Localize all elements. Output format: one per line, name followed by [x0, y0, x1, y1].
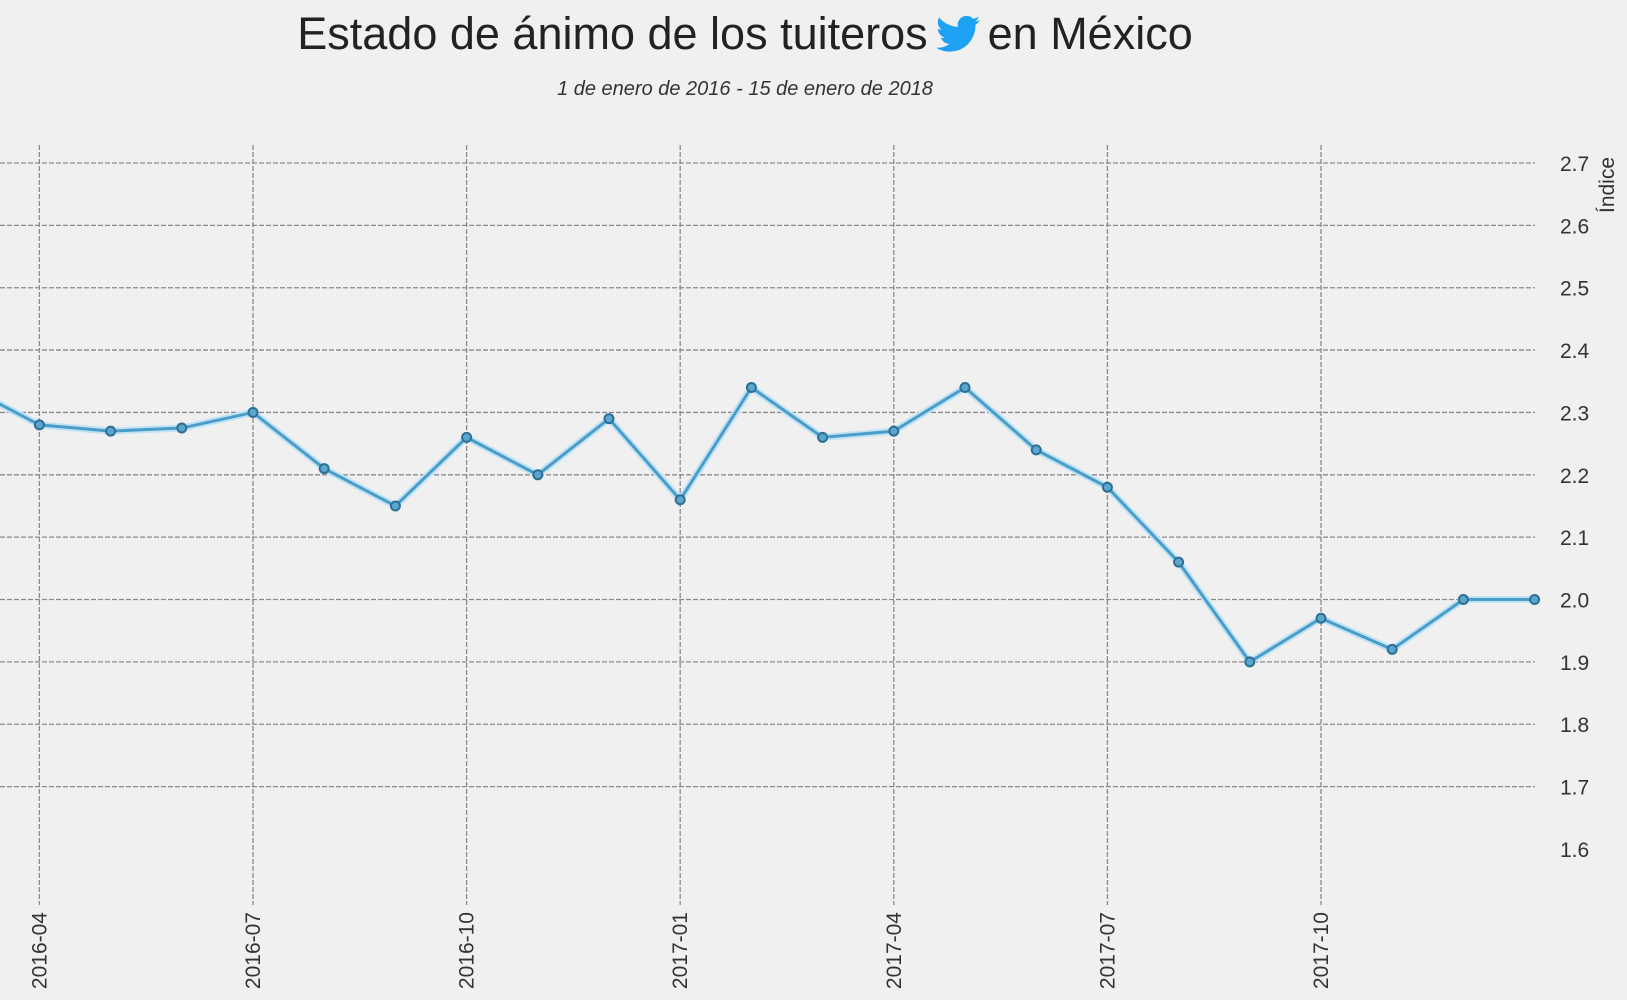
- data-point: [745, 381, 757, 393]
- x-tick-label: 2017-07: [1096, 912, 1119, 989]
- data-point: [959, 381, 971, 393]
- y-axis-label: Índice: [1596, 157, 1619, 213]
- data-point: [1173, 556, 1185, 568]
- data-point: [389, 500, 401, 512]
- data-point: [461, 431, 473, 443]
- y-tick-label: 1.6: [1560, 839, 1589, 862]
- data-point: [247, 406, 259, 418]
- data-point: [318, 463, 330, 475]
- y-tick-label: 2.7: [1560, 153, 1589, 176]
- title-text-2: en México: [987, 8, 1193, 59]
- y-axis: 1.6 1.7 1.8 1.9 2.0 2.1 2.2 2.3 2.4 2.5 2.6 2.7: [1560, 153, 1590, 862]
- title-text-1: Estado de ánimo de los tuiteros: [297, 8, 928, 59]
- grid: [0, 145, 1535, 905]
- y-tick-label: 1.7: [1560, 777, 1589, 800]
- data-point: [817, 431, 829, 443]
- y-tick-label: 1.9: [1560, 652, 1589, 675]
- data-point: [1101, 481, 1113, 493]
- series-line: [0, 381, 1541, 668]
- data-point: [1457, 594, 1469, 606]
- x-tick-label: 2016-04: [28, 912, 51, 989]
- x-axis: 2016-04 2016-07 2016-10 2017-01 2017-04 2017-…: [28, 912, 1333, 989]
- x-tick-label: 2016-07: [242, 912, 265, 989]
- data-point: [603, 413, 615, 425]
- x-tick-label: 2016-10: [456, 912, 479, 989]
- x-tick-label: 2017-04: [883, 912, 906, 989]
- data-point: [176, 422, 188, 434]
- data-point: [105, 425, 117, 437]
- y-tick-label: 2.4: [1560, 340, 1590, 363]
- x-tick-label: 2017-10: [1310, 912, 1333, 989]
- series-glow: [0, 382, 1535, 667]
- y-tick-label: 2.0: [1560, 590, 1589, 613]
- data-point: [888, 425, 900, 437]
- data-point: [1529, 594, 1541, 606]
- y-tick-label: 2.6: [1560, 215, 1589, 238]
- y-tick-label: 2.3: [1560, 402, 1589, 425]
- data-point: [674, 494, 686, 506]
- y-tick-label: 2.2: [1560, 465, 1589, 488]
- data-point: [1386, 643, 1398, 655]
- twitter-bird-icon: [935, 15, 980, 52]
- y-tick-label: 1.8: [1560, 714, 1589, 737]
- y-tick-label: 2.1: [1560, 527, 1589, 550]
- chart-subtitle: 1 de enero de 2016 - 15 de enero de 2018: [557, 78, 933, 100]
- chart-title: Estado de ánimo de los tuiteros en México: [0, 8, 1490, 60]
- x-tick-label: 2017-01: [669, 912, 692, 989]
- data-point: [1244, 656, 1256, 668]
- y-tick-label: 2.5: [1560, 278, 1589, 301]
- data-point: [1030, 444, 1042, 456]
- data-point: [532, 469, 544, 481]
- series-path: [0, 385, 1535, 664]
- data-point: [1315, 612, 1327, 624]
- data-point: [33, 419, 45, 431]
